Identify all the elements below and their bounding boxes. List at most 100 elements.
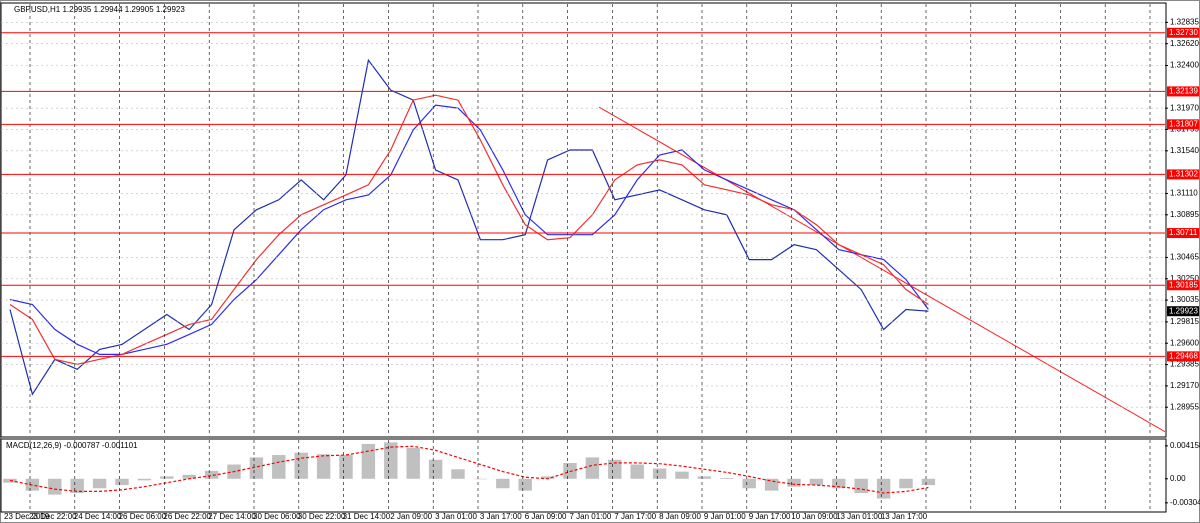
macd-bar [540,476,555,479]
x-tick-label: 3 Jan 01:00 [435,512,477,521]
macd-bar [697,476,712,479]
y-tick-label: 1.32400 [1170,61,1199,70]
y-tick-label: 1.29600 [1170,338,1199,347]
macd-bar [764,478,779,491]
macd-bar [428,459,443,479]
macd-bar [921,478,936,486]
x-tick-label: 30 Dec 06:00 [253,512,301,521]
x-tick-label: 7 Jan 17:00 [614,512,656,521]
y-tick-label: 0.004158 [1170,441,1200,450]
x-tick-label: 23 Dec 2019 [4,512,50,521]
macd-bar [272,455,286,479]
macd-bar [384,442,398,479]
macd-bar [720,477,734,479]
x-tick-label: 9 Jan 17:00 [749,512,791,521]
macd-bar [316,454,331,479]
level-label-box [1167,169,1199,180]
main-panel [0,2,1167,438]
level-label: 1.30185 [1169,280,1198,289]
y-tick-label: 1.29170 [1170,381,1199,390]
macd-bar [473,478,488,480]
price-line [9,58,929,396]
macd-bar [809,478,824,486]
y-tick-label: 1.32620 [1170,39,1199,48]
macd-bar [48,478,62,495]
x-tick-label: 27 Dec 14:00 [208,512,256,521]
level-label: 1.32730 [1169,28,1198,37]
macd-bar [518,478,532,491]
macd-bar [70,478,84,494]
last-price-label: 1.29923 [1169,306,1198,315]
macd-bar [854,478,868,494]
y-tick-label: 1.30465 [1170,253,1199,262]
x-tick-label: 10 Jan 09:00 [791,512,838,521]
macd-bar [608,459,622,479]
level-label: 1.31302 [1169,170,1198,179]
level-label: 1.29468 [1169,351,1198,360]
x-tick-label: 24 Dec 14:00 [74,512,122,521]
y-tick-label: 1.30895 [1170,210,1199,219]
macd-bar [406,447,420,479]
macd-bar [361,443,376,479]
main-plot [9,58,1165,433]
y-tick-label: 1.30035 [1170,295,1199,304]
macd-bar [451,469,465,479]
x-tick-label: 9 Jan 01:00 [704,512,746,521]
level-label-box [1167,280,1199,291]
level-label: 1.30711 [1169,228,1198,237]
macd-bar [630,464,644,479]
macd-bar [675,471,689,479]
macd-bar [899,478,913,489]
macd-bar [742,478,756,489]
macd-bar [787,478,801,487]
y-tick-label: 1.29385 [1170,360,1199,369]
y-tick-label: 0.00 [1170,474,1186,483]
macd-bar [832,478,846,489]
x-tick-label: 30 Dec 22:00 [298,512,346,521]
macd-bar [652,468,667,479]
chart-title: GBPUSD,H1 1.29935 1.29944 1.29905 1.2992… [14,5,185,14]
macd-panel [0,438,1167,513]
macd-bar [876,478,891,499]
x-tick-label: 13 Jan 01:00 [836,512,883,521]
x-tick-label: 31 Dec 14:00 [343,512,391,521]
trend-line [598,106,1165,433]
level-label: 1.32139 [1169,87,1198,96]
macd-bar [137,478,152,481]
y-tick-label: 1.31540 [1170,146,1199,155]
x-tick-label: 8 Jan 09:00 [659,512,701,521]
macd-bar [496,478,510,489]
macd-bar [204,470,219,479]
x-tick-label: 23 Dec 22:00 [29,512,77,521]
level-label-box [1167,351,1199,362]
macd-bar [249,457,264,479]
macd-bar [294,452,308,479]
macd-bar [339,455,353,479]
macd-plot [3,442,936,499]
signal-line [9,445,929,494]
x-tick-label: 3 Jan 17:00 [480,512,522,521]
y-tick-label: 1.31970 [1170,103,1199,112]
x-tick-label: 13 Jan 17:00 [881,512,928,521]
y-tick-label: 1.30250 [1170,274,1199,283]
macd-bar [182,474,196,479]
macd-bar [115,478,129,486]
x-tick-label: 2 Jan 09:00 [390,512,432,521]
y-tick-label: 1.32835 [1170,17,1199,26]
y-tick-label: 1.28955 [1170,402,1199,411]
level-label-box [1167,27,1199,38]
macd-bar [160,476,174,479]
macd-bar [92,478,107,489]
x-tick-label: 6 Jan 09:00 [525,512,567,521]
x-tick-label: 7 Jan 01:00 [569,512,611,521]
level-label-box [1167,119,1199,130]
x-tick-label: 26 Dec 06:00 [119,512,167,521]
x-tick-label: 26 Dec 22:00 [163,512,211,521]
y-tick-label: 1.29815 [1170,317,1199,326]
y-tick-label: 1.31110 [1170,189,1198,198]
last-price-box [1167,306,1199,317]
